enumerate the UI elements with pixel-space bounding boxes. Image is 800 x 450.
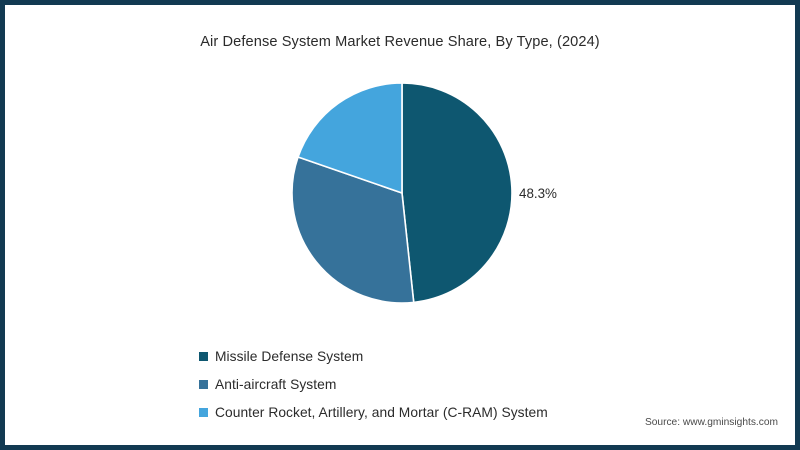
pie-slice[interactable] xyxy=(297,82,403,194)
legend-item-label: Anti-aircraft System xyxy=(215,376,337,392)
legend-item-missile-defense-system[interactable]: Missile Defense System xyxy=(199,342,548,370)
pie-slice-group xyxy=(291,82,513,304)
chart-legend: Missile Defense System Anti-aircraft Sys… xyxy=(199,342,548,426)
chart-title: Air Defense System Market Revenue Share,… xyxy=(200,34,600,50)
legend-item-label: Counter Rocket, Artillery, and Mortar (C… xyxy=(215,404,548,420)
pie-chart-svg xyxy=(291,82,513,304)
legend-item-label: Missile Defense System xyxy=(215,348,364,364)
legend-swatch-icon xyxy=(199,407,208,417)
legend-swatch-icon xyxy=(199,351,208,361)
source-attribution: Source: www.gminsights.com xyxy=(644,417,778,428)
pie-slice-label-missile-defense-system: 48.3% xyxy=(519,186,557,201)
legend-item-counter-rocket-artillery-mortar-system[interactable]: Counter Rocket, Artillery, and Mortar (C… xyxy=(199,398,548,426)
pie-slice[interactable] xyxy=(291,156,415,304)
pie-slice[interactable] xyxy=(401,82,513,304)
legend-swatch-icon xyxy=(199,379,208,389)
legend-item-anti-aircraft-system[interactable]: Anti-aircraft System xyxy=(199,370,548,398)
pie-chart xyxy=(291,82,513,304)
chart-canvas: Air Defense System Market Revenue Share,… xyxy=(8,8,792,442)
